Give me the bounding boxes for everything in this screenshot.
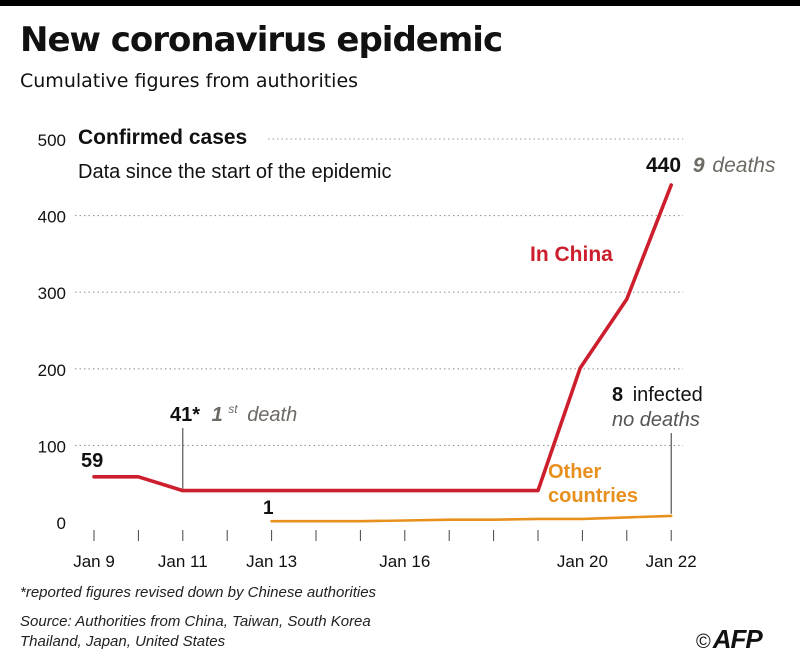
other-end-label: 8 infected bbox=[612, 384, 703, 406]
top-rule bbox=[0, 0, 800, 6]
start-value-label: 59 bbox=[81, 450, 103, 472]
x-tick-label: Jan 11 bbox=[158, 552, 208, 571]
first-death-label: 41* 1 st death bbox=[170, 396, 297, 426]
series-line-other bbox=[270, 514, 673, 523]
y-tick-label: 500 bbox=[38, 131, 66, 150]
y-tick-label: 100 bbox=[38, 437, 66, 456]
source-line-1: Source: Authorities from China, Taiwan, … bbox=[20, 613, 371, 630]
copyright-symbol: © bbox=[696, 631, 711, 653]
other-end-deaths: no deaths bbox=[612, 409, 700, 431]
other-start-value-label: 1 bbox=[263, 498, 274, 519]
x-tick-label: Jan 22 bbox=[646, 552, 697, 571]
first-death-ordinal-suffix: st bbox=[228, 402, 238, 416]
series-label-other-line1: Other bbox=[548, 461, 602, 483]
y-tick-label: 0 bbox=[57, 514, 66, 533]
afp-logo: © AFP bbox=[696, 624, 763, 655]
page-title: New coronavirus epidemic bbox=[20, 20, 503, 60]
source-line-2: Thailand, Japan, United States bbox=[20, 633, 226, 650]
x-tick-label: Jan 20 bbox=[557, 552, 608, 571]
y-axis: 0 100 200 300 400 500 bbox=[38, 131, 66, 533]
china-end-value: 440 bbox=[646, 154, 681, 177]
y-tick-label: 400 bbox=[38, 208, 66, 227]
first-death-text: death bbox=[247, 404, 297, 426]
page-subtitle: Cumulative figures from authorities bbox=[20, 70, 359, 92]
china-end-label: 440 9 deaths bbox=[646, 154, 776, 177]
source-note: Source: Authorities from China, Taiwan, … bbox=[20, 612, 490, 652]
footnote: *reported figures revised down by Chines… bbox=[20, 584, 377, 601]
x-tick-label: Jan 13 bbox=[246, 552, 297, 571]
series-line-china bbox=[92, 183, 674, 493]
chart-series bbox=[92, 183, 674, 523]
chart-title: Confirmed cases bbox=[78, 126, 247, 149]
other-end-text: infected bbox=[633, 384, 703, 406]
series-label-china: In China bbox=[530, 243, 613, 266]
china-deaths-text: deaths bbox=[712, 154, 776, 177]
x-tick-label: Jan 16 bbox=[379, 552, 430, 571]
chart-gridlines bbox=[75, 138, 683, 446]
x-axis: Jan 9 Jan 11 Jan 13 Jan 16 Jan 20 Jan 22 bbox=[73, 530, 697, 571]
y-tick-label: 200 bbox=[38, 361, 66, 380]
series-label-other-line2: countries bbox=[548, 485, 638, 507]
credit-text: AFP bbox=[712, 624, 763, 654]
first-death-ordinal: 1 bbox=[212, 404, 223, 426]
x-tick-label: Jan 9 bbox=[73, 552, 115, 571]
china-deaths-count: 9 bbox=[693, 154, 705, 177]
chart-subtitle: Data since the start of the epidemic bbox=[78, 161, 392, 183]
series-label-other: Other countries bbox=[548, 461, 638, 507]
other-end-count: 8 bbox=[612, 384, 623, 406]
first-death-value: 41* bbox=[170, 404, 200, 426]
y-tick-label: 300 bbox=[38, 284, 66, 303]
